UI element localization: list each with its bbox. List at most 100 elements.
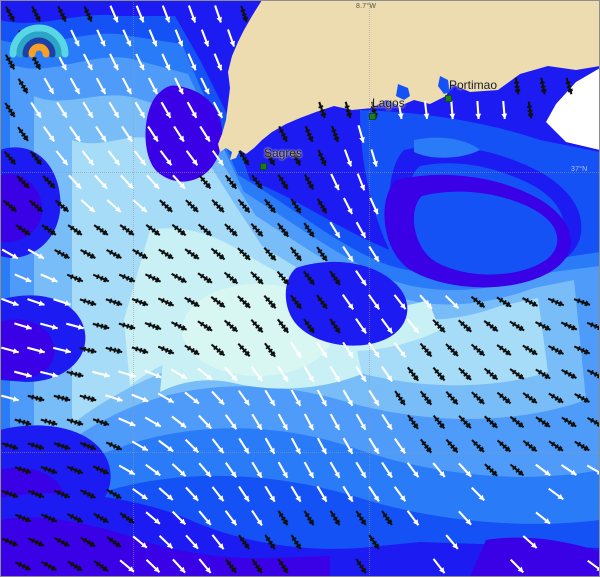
wind-arrow-icon (458, 510, 472, 526)
swell-arrow-icon (331, 125, 340, 143)
swell-arrow-icon (14, 561, 32, 571)
swell-arrow-icon (15, 224, 31, 236)
swell-arrow-icon (171, 223, 187, 237)
wind-arrow-icon (161, 5, 171, 23)
wind-arrow-icon (224, 366, 238, 382)
wind-arrow-icon (211, 438, 225, 454)
swell-arrow-icon (522, 439, 538, 453)
wind-arrow-icon (316, 485, 328, 503)
wind-arrow-icon (69, 126, 81, 142)
wind-arrow-icon (118, 464, 136, 476)
wind-arrow-icon (131, 440, 149, 452)
swell-arrow-icon (539, 77, 547, 95)
swell-arrow-icon (522, 297, 538, 307)
swell-arrow-icon (105, 346, 123, 354)
wind-arrow-icon (264, 437, 276, 455)
swell-arrow-icon (4, 102, 16, 118)
wind-arrow-icon (66, 322, 84, 330)
wind-arrow-icon (27, 248, 45, 260)
wind-arrow-icon (80, 199, 96, 213)
swell-arrow-icon (432, 414, 446, 430)
wave-arc-logo[interactable] (8, 12, 70, 58)
swell-arrow-icon (303, 510, 315, 526)
swell-arrow-icon (93, 224, 109, 236)
wind-arrow-icon (1, 248, 19, 260)
wind-arrow-icon (105, 394, 123, 402)
wind-arrow-icon (42, 125, 56, 143)
wind-arrow-icon (368, 437, 380, 455)
swell-arrow-icon (548, 440, 564, 452)
swell-arrow-icon (484, 463, 498, 477)
swell-arrow-icon (170, 321, 188, 331)
swell-arrow-icon (240, 5, 249, 23)
swell-arrow-icon (197, 223, 213, 237)
swell-arrow-icon (278, 125, 288, 143)
swell-arrow-icon (276, 318, 290, 334)
swell-arrow-icon (53, 394, 71, 402)
wind-arrow-icon (132, 199, 148, 213)
swell-arrow-icon (565, 77, 573, 95)
wind-arrow-icon (470, 486, 486, 502)
swell-arrow-icon (574, 440, 590, 452)
wind-arrow-icon (355, 318, 367, 334)
wind-arrow-icon (197, 367, 213, 381)
swell-arrow-icon (79, 489, 97, 499)
wind-arrow-icon (200, 29, 210, 47)
wind-arrow-icon (355, 365, 367, 383)
wind-arrow-icon (212, 101, 224, 119)
wind-arrow-icon (381, 461, 393, 479)
swell-arrow-icon (573, 345, 591, 355)
swell-arrow-icon (419, 342, 433, 358)
swell-arrow-icon (522, 344, 538, 356)
wind-arrow-icon (122, 29, 132, 47)
wind-arrow-icon (109, 53, 119, 71)
wind-arrow-icon (444, 294, 460, 310)
swell-arrow-icon (105, 441, 123, 451)
swell-arrow-icon (394, 390, 406, 406)
swell-arrow-icon (93, 512, 109, 524)
swell-arrow-icon (27, 442, 45, 451)
wind-arrow-icon (393, 486, 407, 502)
wind-arrow-icon (145, 559, 161, 573)
swell-arrow-icon (277, 510, 289, 526)
swell-arrow-icon (355, 510, 367, 526)
wind-arrow-icon (329, 365, 341, 383)
wind-arrow-icon (27, 298, 45, 306)
wind-arrow-icon (548, 487, 564, 501)
wind-arrow-icon (535, 511, 551, 525)
swell-arrow-icon (17, 78, 29, 94)
swell-arrow-icon (407, 414, 419, 430)
swell-arrow-icon (251, 174, 263, 190)
swell-arrow-icon (329, 270, 341, 286)
swell-arrow-icon (224, 174, 238, 190)
wind-arrow-icon (406, 510, 420, 526)
wind-arrow-icon (330, 173, 340, 191)
wind-arrow-icon (171, 510, 187, 526)
swell-arrow-icon (509, 415, 525, 429)
swell-arrow-icon (303, 222, 315, 238)
swell-arrow-icon (263, 294, 277, 310)
swell-arrow-icon (157, 297, 175, 307)
swell-arrow-icon (1, 442, 19, 451)
wind-arrow-icon (185, 486, 199, 502)
wind-arrow-icon (131, 393, 149, 403)
wind-arrow-icon (342, 197, 354, 215)
wind-arrow-icon (198, 462, 212, 478)
swell-arrow-icon (54, 199, 70, 213)
swell-arrow-icon (53, 442, 71, 451)
wind-arrow-icon (119, 559, 135, 573)
swell-arrow-icon (144, 322, 162, 331)
swell-arrow-icon (483, 367, 499, 381)
wind-arrow-icon (419, 294, 433, 310)
swell-arrow-icon (118, 322, 136, 331)
wind-arrow-icon (368, 389, 380, 407)
swell-arrow-icon (470, 343, 486, 357)
swell-arrow-icon (432, 319, 446, 333)
wind-arrow-icon (108, 101, 120, 119)
wind-arrow-icon (144, 416, 162, 428)
swell-arrow-icon (105, 298, 123, 307)
wind-arrow-icon (238, 437, 250, 455)
wind-arrow-icon (356, 173, 366, 191)
